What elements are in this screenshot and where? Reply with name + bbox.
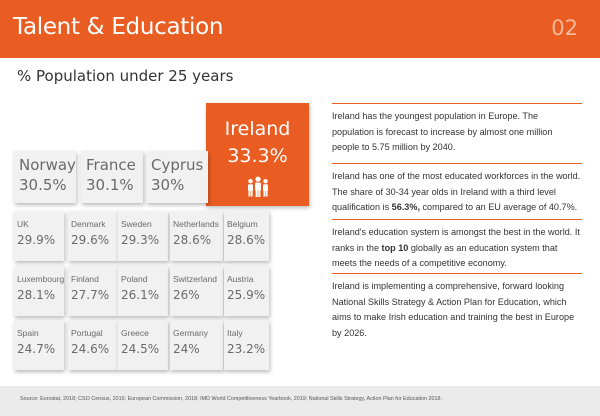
people-group-icon bbox=[248, 176, 268, 197]
tile-country: Poland bbox=[121, 274, 148, 284]
info-text: Ireland has the youngest population in E… bbox=[332, 111, 553, 152]
tile-country: Belgium bbox=[227, 219, 258, 229]
info-text: Ireland is implementing a comprehensive,… bbox=[332, 281, 575, 338]
info-paragraph-strategy: Ireland is implementing a comprehensive,… bbox=[332, 273, 582, 341]
tile-country: UK bbox=[17, 219, 29, 229]
header-bar: Talent & Education 02 bbox=[0, 0, 600, 58]
tile-country: France bbox=[86, 156, 136, 174]
tile-country: Finland bbox=[71, 274, 99, 284]
tile-value: 30.5% bbox=[19, 176, 67, 194]
tile-value: 24% bbox=[173, 342, 200, 356]
tile-country: Switzerland bbox=[173, 274, 217, 284]
tile-value: 29.6% bbox=[71, 233, 110, 247]
tile-value: 27.7% bbox=[71, 288, 110, 302]
tile-country: Portugal bbox=[71, 328, 103, 338]
tile-value: 33.3% bbox=[227, 145, 288, 167]
info-highlight: top 10 bbox=[381, 242, 409, 253]
tile-value: 28.6% bbox=[227, 233, 266, 247]
info-text: globally as an education system that mee… bbox=[332, 242, 558, 269]
tile-value: 25.9% bbox=[227, 288, 266, 302]
info-text: compared to an EU average of 40.7%. bbox=[419, 202, 578, 212]
tile-country: Italy bbox=[227, 328, 243, 338]
tile-netherlands: Netherlands 28.6% bbox=[170, 211, 223, 261]
tile-value: 30% bbox=[151, 176, 185, 194]
info-text: Ireland's education system is amongst th… bbox=[332, 227, 580, 253]
tile-country: Ireland bbox=[224, 118, 291, 140]
info-text: Ireland has one of the most educated wor… bbox=[332, 171, 581, 212]
info-paragraph-workforce: Ireland has one of the most educated wor… bbox=[332, 163, 582, 216]
tile-country: Sweden bbox=[121, 219, 152, 229]
tile-country: Norway bbox=[19, 156, 76, 174]
tile-value: 29.9% bbox=[17, 233, 56, 247]
tile-country: Denmark bbox=[71, 219, 106, 229]
tile-value: 29.3% bbox=[121, 233, 160, 247]
tile-italy: Italy 23.2% bbox=[224, 320, 269, 370]
tile-spain: Spain 24.7% bbox=[14, 320, 64, 370]
tile-value: 26.1% bbox=[121, 288, 160, 302]
info-paragraph-population: Ireland has the youngest population in E… bbox=[332, 103, 582, 156]
tile-value: 23.2% bbox=[227, 342, 266, 356]
tile-country: Luxembourg bbox=[17, 274, 65, 284]
tile-value: 26% bbox=[173, 288, 200, 302]
tile-greece: Greece 24.5% bbox=[118, 320, 168, 370]
tile-country: Austria bbox=[227, 274, 254, 284]
tile-denmark: Denmark 29.6% bbox=[68, 211, 118, 261]
source-footer: Source: Eurostat, 2018; CSO Census, 2016… bbox=[0, 386, 600, 416]
tile-value: 24.5% bbox=[121, 342, 160, 356]
tile-switzerland: Switzerland 26% bbox=[170, 266, 223, 316]
section-subtitle: % Population under 25 years bbox=[17, 67, 234, 85]
tile-germany: Germany 24% bbox=[170, 320, 223, 370]
tile-value: 30.1% bbox=[86, 176, 134, 194]
tile-country: Netherlands bbox=[173, 219, 219, 229]
tile-value: 24.6% bbox=[71, 342, 110, 356]
tile-uk: UK 29.9% bbox=[14, 211, 64, 261]
tile-portugal: Portugal 24.6% bbox=[68, 320, 118, 370]
tile-country: Germany bbox=[173, 328, 208, 338]
tile-country: Greece bbox=[121, 328, 149, 338]
info-highlight: 56.3%, bbox=[391, 202, 420, 212]
tile-value: 24.7% bbox=[17, 342, 56, 356]
page-title: Talent & Education bbox=[13, 14, 224, 40]
tile-france: France 30.1% bbox=[81, 151, 143, 203]
tile-value: 28.1% bbox=[17, 288, 56, 302]
tile-sweden: Sweden 29.3% bbox=[118, 211, 168, 261]
tile-belgium: Belgium 28.6% bbox=[224, 211, 269, 261]
tile-norway: Norway 30.5% bbox=[14, 151, 76, 203]
source-text: Source: Eurostat, 2018; CSO Census, 2016… bbox=[20, 396, 442, 402]
info-paragraph-education: Ireland's education system is amongst th… bbox=[332, 219, 582, 272]
tile-cyprus: Cyprus 30% bbox=[146, 151, 208, 203]
page-number: 02 bbox=[551, 16, 578, 40]
tile-ireland: Ireland 33.3% bbox=[206, 103, 309, 206]
tile-luxembourg: Luxembourg 28.1% bbox=[14, 266, 64, 316]
tile-poland: Poland 26.1% bbox=[118, 266, 168, 316]
tile-austria: Austria 25.9% bbox=[224, 266, 269, 316]
tile-value: 28.6% bbox=[173, 233, 212, 247]
tile-finland: Finland 27.7% bbox=[68, 266, 118, 316]
tile-country: Cyprus bbox=[151, 156, 204, 174]
tile-country: Spain bbox=[17, 328, 39, 338]
